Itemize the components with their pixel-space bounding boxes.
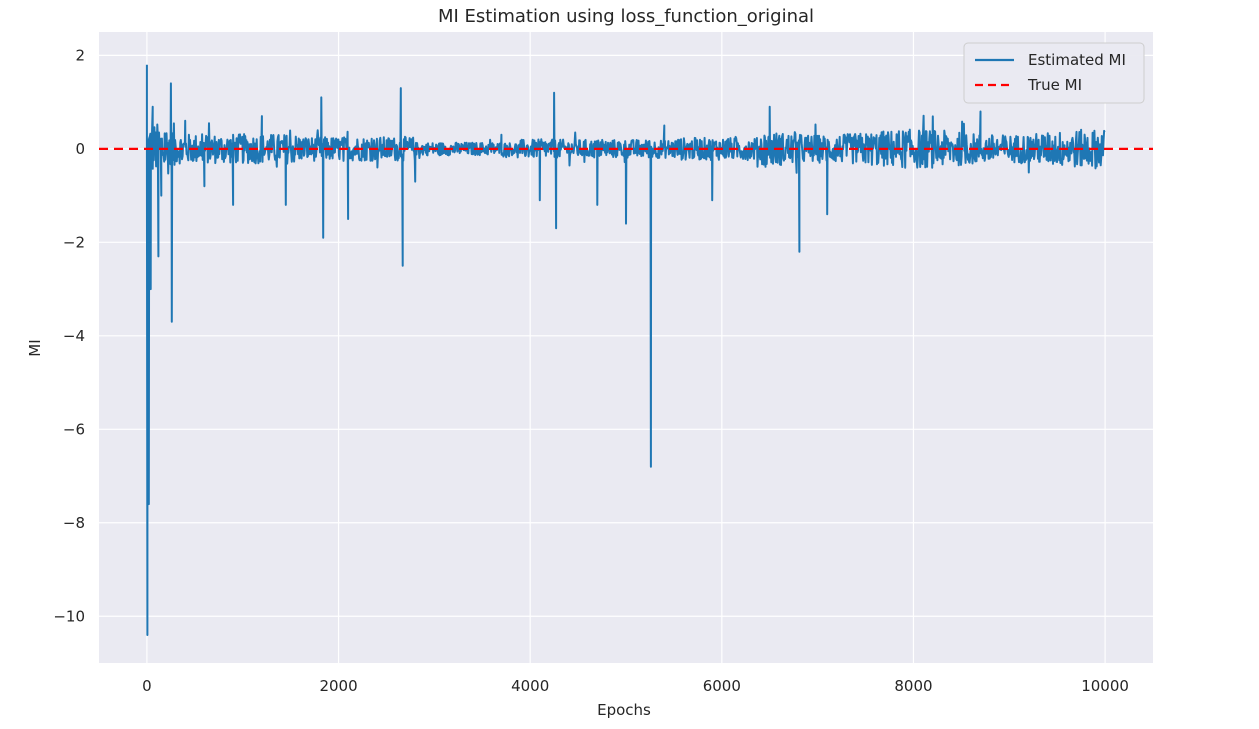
plot-area xyxy=(99,32,1153,663)
x-tick-label: 6000 xyxy=(703,677,741,695)
x-tick-label: 0 xyxy=(142,677,152,695)
x-tick-label: 8000 xyxy=(894,677,932,695)
y-tick-label: 0 xyxy=(75,140,85,158)
chart-title: MI Estimation using loss_function_origin… xyxy=(438,6,814,27)
y-tick-label: −6 xyxy=(63,420,85,438)
x-axis-label: Epochs xyxy=(597,701,651,719)
legend-label-estimated-mi: Estimated MI xyxy=(1028,51,1126,69)
series-layer xyxy=(99,64,1153,636)
legend-label-true-mi: True MI xyxy=(1027,76,1082,94)
legend: Estimated MI True MI xyxy=(963,42,1145,104)
tick-labels: 0 2000 4000 6000 8000 10000 2 0 −2 −4 −6 −8 −10 xyxy=(53,46,1129,695)
y-tick-label: −8 xyxy=(63,514,85,532)
x-tick-label: 10000 xyxy=(1081,677,1129,695)
series-line-estimated-mi xyxy=(145,64,1106,636)
y-axis-label: MI xyxy=(26,339,44,356)
legend-box xyxy=(963,42,1145,104)
grid xyxy=(99,32,1153,663)
y-tick-label: −4 xyxy=(63,327,85,345)
x-tick-label: 4000 xyxy=(511,677,549,695)
x-tick-label: 2000 xyxy=(319,677,357,695)
y-tick-label: −2 xyxy=(63,233,85,251)
y-tick-label: −10 xyxy=(53,607,85,625)
y-tick-label: 2 xyxy=(75,46,85,64)
